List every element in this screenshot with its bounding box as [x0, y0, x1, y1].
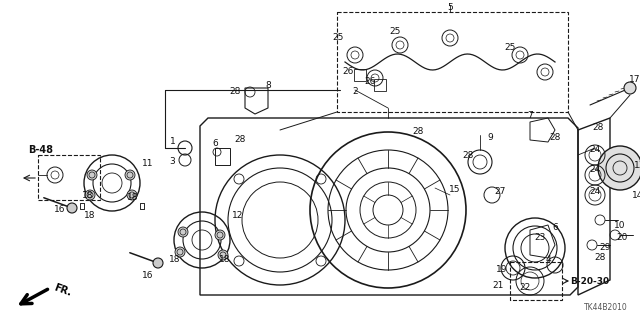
- Text: 28: 28: [234, 136, 246, 145]
- Bar: [510, 262, 562, 300]
- Text: 22: 22: [520, 284, 531, 293]
- Circle shape: [125, 170, 135, 180]
- Text: 28: 28: [412, 128, 424, 137]
- Text: 6: 6: [552, 224, 558, 233]
- Text: 24: 24: [589, 188, 600, 197]
- Circle shape: [175, 247, 185, 257]
- Text: 26: 26: [342, 68, 354, 77]
- Circle shape: [598, 146, 640, 190]
- Text: 18: 18: [83, 190, 93, 199]
- Text: 27: 27: [494, 188, 506, 197]
- Text: B-20-30: B-20-30: [570, 277, 609, 286]
- Text: 2: 2: [352, 87, 358, 97]
- Text: 28: 28: [595, 254, 605, 263]
- Circle shape: [624, 82, 636, 94]
- Circle shape: [87, 170, 97, 180]
- Text: 26: 26: [364, 78, 376, 86]
- Text: 1: 1: [170, 137, 176, 146]
- Circle shape: [67, 203, 77, 213]
- Text: 23: 23: [534, 234, 546, 242]
- Text: 24: 24: [589, 166, 600, 174]
- Text: 8: 8: [265, 80, 271, 90]
- Text: 16: 16: [142, 271, 154, 279]
- Text: 9: 9: [487, 133, 493, 143]
- Text: 29: 29: [599, 243, 611, 253]
- Circle shape: [153, 258, 163, 268]
- Bar: [38, 155, 100, 200]
- Text: 10: 10: [614, 220, 626, 229]
- Text: 13: 13: [634, 160, 640, 169]
- Text: 25: 25: [389, 27, 401, 36]
- Text: 16: 16: [54, 205, 66, 214]
- Text: 19: 19: [496, 265, 508, 275]
- Text: 17: 17: [629, 76, 640, 85]
- Text: 18: 18: [169, 256, 180, 264]
- Text: 6: 6: [212, 138, 218, 147]
- Text: 25: 25: [332, 33, 344, 42]
- Text: 18: 18: [84, 211, 96, 219]
- Text: 18: 18: [220, 256, 231, 264]
- Circle shape: [127, 190, 137, 200]
- Text: 14: 14: [632, 190, 640, 199]
- Circle shape: [218, 250, 228, 260]
- Circle shape: [178, 227, 188, 237]
- Text: 18: 18: [127, 194, 139, 203]
- Circle shape: [215, 230, 225, 240]
- Text: 24: 24: [589, 145, 600, 154]
- Text: FR.: FR.: [52, 282, 72, 298]
- Text: 7: 7: [527, 110, 533, 120]
- Bar: [337, 12, 568, 112]
- Text: 21: 21: [492, 280, 504, 290]
- Text: 28: 28: [462, 151, 474, 160]
- Text: B-48: B-48: [28, 145, 53, 155]
- Text: 20: 20: [616, 234, 628, 242]
- Text: 28: 28: [549, 133, 561, 143]
- Text: TK44B2010: TK44B2010: [584, 303, 628, 312]
- Text: 11: 11: [142, 159, 154, 167]
- Text: 25: 25: [504, 43, 516, 53]
- Text: 28: 28: [229, 87, 241, 97]
- Text: 4: 4: [545, 256, 551, 264]
- Circle shape: [85, 190, 95, 200]
- Text: 3: 3: [169, 158, 175, 167]
- Text: 15: 15: [449, 186, 461, 195]
- Text: 5: 5: [447, 4, 453, 12]
- Text: 12: 12: [232, 211, 244, 219]
- Text: 28: 28: [592, 123, 604, 132]
